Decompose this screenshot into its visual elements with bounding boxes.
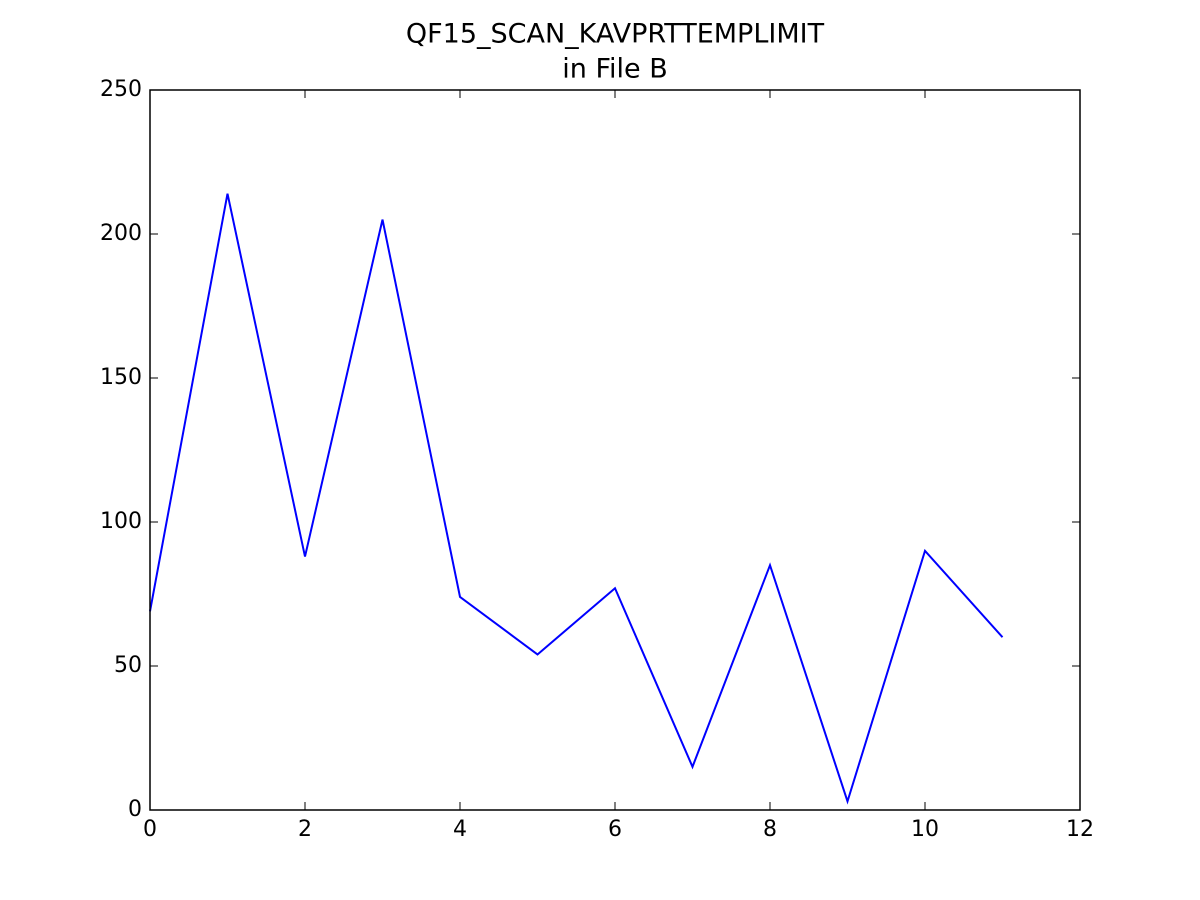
data-line	[149, 193, 1004, 805]
x-tick-label: 12	[1066, 817, 1094, 842]
x-tick-label: 8	[763, 817, 777, 842]
x-tick-label: 4	[453, 817, 467, 842]
chart-title: QF15_SCAN_KAVPRTTEMPLIMIT	[406, 19, 825, 50]
y-tick-label: 50	[114, 653, 142, 678]
y-tick-label: 150	[100, 365, 142, 390]
y-tick-label: 0	[128, 797, 142, 822]
x-tick-label: 10	[911, 817, 939, 842]
y-tick-label: 100	[100, 509, 142, 534]
chart-subtitle: in File B	[562, 54, 667, 85]
x-tick-label: 0	[143, 817, 157, 842]
y-tick-label: 250	[100, 77, 142, 102]
x-tick-label: 6	[608, 817, 622, 842]
y-tick-label: 200	[100, 221, 142, 246]
x-tick-label: 2	[298, 817, 312, 842]
